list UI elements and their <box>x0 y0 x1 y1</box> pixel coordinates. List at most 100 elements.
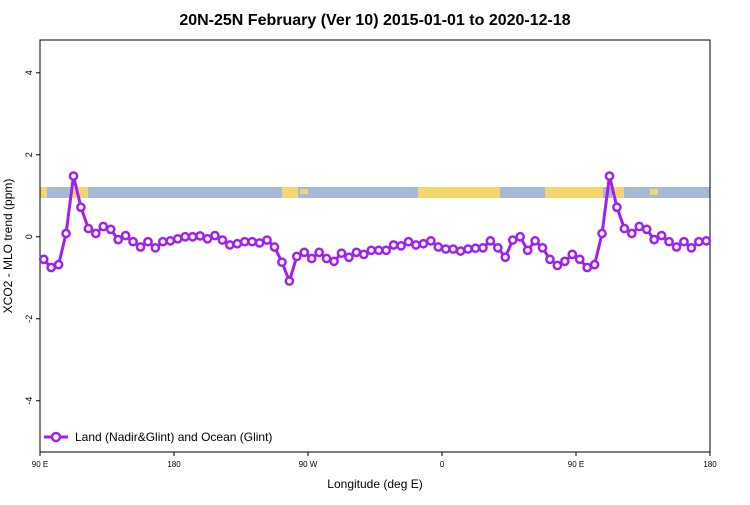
point <box>128 236 138 247</box>
y-tick-label: -2 <box>24 315 34 323</box>
point <box>187 231 198 242</box>
point <box>388 240 399 250</box>
point <box>373 245 384 256</box>
point <box>38 254 49 265</box>
point <box>172 233 183 244</box>
point <box>463 244 473 254</box>
point <box>671 242 682 252</box>
point <box>485 236 496 246</box>
point <box>284 276 295 286</box>
point <box>552 260 563 271</box>
point <box>224 240 235 250</box>
point <box>291 251 302 262</box>
point <box>604 171 615 181</box>
x-tick-label: 0 <box>440 460 445 469</box>
point <box>582 262 593 273</box>
map-strip <box>40 187 710 198</box>
point <box>574 254 585 265</box>
point <box>247 236 258 247</box>
x-tick-label: 180 <box>703 460 717 469</box>
point <box>83 223 94 234</box>
point <box>61 228 71 239</box>
point <box>299 247 310 258</box>
point <box>210 230 220 241</box>
point <box>626 228 637 239</box>
point <box>433 242 444 252</box>
point <box>105 224 116 235</box>
point <box>336 248 347 259</box>
point <box>90 228 101 239</box>
point <box>98 221 109 232</box>
point <box>478 242 488 253</box>
point <box>537 242 548 253</box>
point <box>180 231 191 242</box>
point <box>143 236 153 247</box>
point <box>314 247 325 258</box>
y-tick-label: 0 <box>24 234 34 239</box>
x-tick-label: 90 E <box>568 460 584 469</box>
point <box>589 259 600 270</box>
point <box>120 230 131 241</box>
point <box>321 253 332 264</box>
point <box>664 236 674 247</box>
point <box>53 259 64 270</box>
point <box>545 254 555 265</box>
point <box>649 234 660 245</box>
x-tick-label: 90 E <box>32 460 48 469</box>
point <box>619 223 630 234</box>
point <box>135 242 146 252</box>
point <box>351 247 362 258</box>
y-tick-label: 2 <box>24 152 34 157</box>
legend: Land (Nadir&Glint) and Ocean (Glint) <box>44 430 272 444</box>
point <box>641 224 652 235</box>
point <box>597 228 607 239</box>
point <box>232 238 243 249</box>
point <box>113 234 124 245</box>
point <box>76 202 86 213</box>
point <box>68 171 79 181</box>
point <box>507 235 518 245</box>
x-tick-label: 90 W <box>299 460 318 469</box>
point <box>448 244 459 254</box>
point <box>440 244 451 254</box>
point <box>46 262 57 273</box>
point <box>195 231 205 241</box>
point <box>455 246 466 256</box>
point <box>411 240 421 250</box>
point <box>396 240 406 251</box>
point <box>679 236 689 247</box>
point <box>329 256 339 267</box>
point <box>165 236 176 246</box>
point <box>686 242 697 253</box>
point <box>515 231 526 242</box>
point <box>425 236 436 246</box>
point <box>612 202 622 213</box>
point <box>403 236 414 247</box>
point <box>634 221 645 232</box>
x-tick-label: 180 <box>167 460 181 469</box>
point <box>277 257 287 268</box>
point <box>656 230 667 241</box>
point <box>262 235 272 245</box>
point <box>470 243 481 254</box>
point <box>366 245 377 256</box>
y-axis-label: XCO2 - MLO trend (ppm) <box>1 179 15 314</box>
legend-marker <box>50 431 62 443</box>
point <box>150 242 161 253</box>
point <box>500 252 511 263</box>
point <box>358 249 369 260</box>
point <box>202 233 213 244</box>
point <box>492 242 503 253</box>
point <box>693 236 704 247</box>
legend-label: Land (Nadir&Glint) and Ocean (Glint) <box>75 430 272 444</box>
point <box>217 235 228 245</box>
point <box>269 242 280 252</box>
chart-title: 20N-25N February (Ver 10) 2015-01-01 to … <box>179 12 570 29</box>
point <box>157 236 168 247</box>
point <box>559 256 570 267</box>
y-tick-label: -4 <box>24 397 34 405</box>
point <box>239 236 250 247</box>
y-tick-label: 4 <box>24 70 34 75</box>
point <box>344 252 354 263</box>
